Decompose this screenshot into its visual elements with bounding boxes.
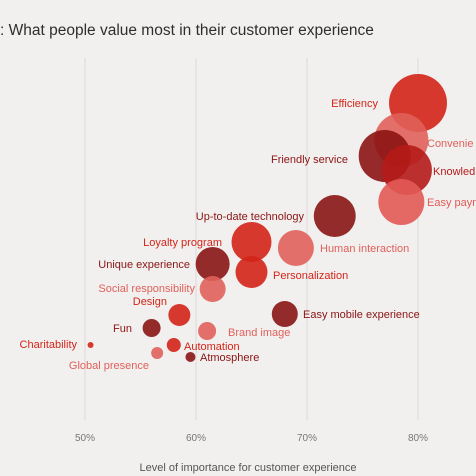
- bubble-easy-payment: [378, 179, 425, 225]
- label-charitability: Charitability: [20, 339, 78, 351]
- bubble-social-responsibility: [199, 276, 226, 302]
- bubble-design: [168, 304, 191, 326]
- bubble-up-to-date-technology: [313, 195, 356, 237]
- x-tick-label-60: 60%: [186, 433, 206, 444]
- label-friendly-service: Friendly service: [271, 154, 348, 166]
- bubble-atmosphere: [185, 352, 196, 362]
- bubble-fun: [142, 319, 161, 337]
- bubble-easy-mobile-experience: [271, 301, 298, 327]
- label-efficiency: Efficiency: [331, 98, 378, 110]
- bubble-brand-image: [198, 322, 217, 340]
- label-global-presence: Global presence: [69, 360, 149, 372]
- bubble-loyalty-program: [231, 222, 272, 262]
- label-knowledge: Knowled: [433, 166, 475, 178]
- bubble-global-presence: [151, 347, 164, 359]
- bubble-unique-experience: [195, 247, 230, 281]
- label-design: Design: [133, 296, 167, 308]
- bubble-automation: [166, 338, 181, 352]
- bubble-personalization: [235, 256, 268, 288]
- x-axis-label: Level of importance for customer experie…: [139, 462, 356, 474]
- label-up-to-date-technology: Up-to-date technology: [196, 211, 305, 223]
- label-unique-experience: Unique experience: [98, 259, 190, 271]
- x-tick-label-80: 80%: [408, 433, 428, 444]
- label-convenience: Convenie: [427, 138, 473, 150]
- label-automation: Automation: [184, 341, 240, 353]
- x-tick-label-70: 70%: [297, 433, 317, 444]
- label-atmosphere: Atmosphere: [200, 352, 259, 364]
- label-brand-image: Brand image: [228, 327, 290, 339]
- label-human-interaction: Human interaction: [320, 243, 409, 255]
- label-loyalty-program: Loyalty program: [143, 237, 222, 249]
- label-personalization: Personalization: [273, 270, 348, 282]
- label-social-responsibility: Social responsibility: [98, 283, 195, 295]
- chart-title: : What people value most in their custom…: [0, 22, 374, 39]
- bubble-human-interaction: [277, 230, 314, 266]
- x-tick-label-50: 50%: [75, 433, 95, 444]
- label-easy-payment: Easy payn: [427, 197, 476, 209]
- label-fun: Fun: [113, 323, 132, 335]
- bubble-charitability: [87, 342, 94, 348]
- label-easy-mobile-experience: Easy mobile experience: [303, 309, 420, 321]
